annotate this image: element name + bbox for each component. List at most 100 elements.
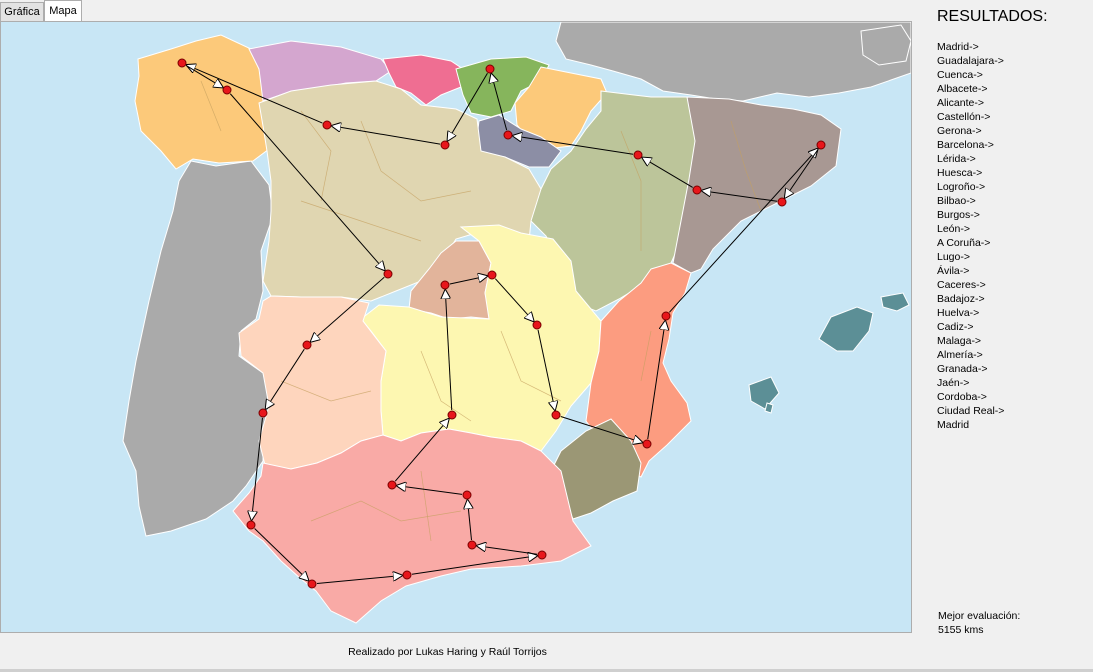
region-baleares xyxy=(818,306,874,352)
route-step: Cordoba-> xyxy=(937,391,987,403)
province-border xyxy=(300,110,332,202)
city-marker-huelva xyxy=(246,520,256,530)
route-arrow xyxy=(449,276,487,285)
map-panel xyxy=(0,21,912,633)
route-arrow xyxy=(254,528,309,580)
city-marker-bilbao xyxy=(485,64,495,74)
province-borders xyxy=(200,80,762,542)
city-marker-ciudadreal xyxy=(447,410,457,420)
route-arrow xyxy=(229,93,384,270)
province-border xyxy=(280,380,372,402)
city-marker-albacete xyxy=(551,410,561,420)
region-andalucia xyxy=(232,428,592,624)
province-border xyxy=(200,80,222,132)
route-step: Caceres-> xyxy=(937,279,986,291)
city-marker-gerona xyxy=(816,140,826,150)
route-step: Logroño-> xyxy=(937,181,986,193)
province-border xyxy=(420,470,432,542)
province-border xyxy=(730,120,762,212)
spain-map xyxy=(1,22,911,632)
city-marker-cordoba xyxy=(387,480,397,490)
results-panel: RESULTADOS: Madrid-> Guadalajara-> Cuenca-… xyxy=(937,8,1087,432)
route-step: Malaga-> xyxy=(937,335,982,347)
city-marker-cuenca xyxy=(532,320,542,330)
route-step: Cuenca-> xyxy=(937,69,983,81)
status-strip xyxy=(0,669,1093,672)
region-pais-vasco xyxy=(455,56,550,118)
route-arrow xyxy=(445,290,453,411)
route-step: Cadiz-> xyxy=(937,321,974,333)
route-step: Gerona-> xyxy=(937,125,982,137)
city-marker-jaen xyxy=(462,490,472,500)
province-border xyxy=(640,330,652,382)
route-step: Castellón-> xyxy=(937,111,991,123)
route-step: Almería-> xyxy=(937,349,983,361)
route-step: Burgos-> xyxy=(937,209,980,221)
route-arrow xyxy=(647,321,666,440)
route-arrow xyxy=(311,276,385,341)
regions-layer xyxy=(1,22,911,632)
route-arrow xyxy=(397,486,463,495)
results-title: RESULTADOS: xyxy=(937,8,1048,25)
best-evaluation-value: 5155 kms xyxy=(938,624,984,636)
city-marker-almeria xyxy=(537,550,547,560)
region-portugal xyxy=(122,160,274,537)
route-arrow xyxy=(702,191,778,202)
province-border xyxy=(360,120,472,202)
route-step: A Coruña-> xyxy=(937,237,991,249)
route-step: Ciudad Real-> xyxy=(937,405,1005,417)
region-baleares xyxy=(748,376,780,410)
city-marker-malaga xyxy=(402,570,412,580)
city-marker-guadalajara xyxy=(487,270,497,280)
region-france xyxy=(860,24,911,66)
route-arrow xyxy=(316,575,402,585)
route-arrow xyxy=(491,74,508,131)
route-step: Huelva-> xyxy=(937,307,980,319)
city-marker-huesca xyxy=(633,150,643,160)
route-step: Granada-> xyxy=(937,363,988,375)
route-arrow xyxy=(513,136,634,155)
route-step: Badajoz-> xyxy=(937,293,985,305)
route-arrow xyxy=(252,417,263,520)
route-arrow xyxy=(494,278,533,322)
route-step: Guadalajara-> xyxy=(937,55,1004,67)
route-step: Madrid xyxy=(937,419,970,431)
route-arrow xyxy=(642,158,693,188)
region-baleares xyxy=(764,402,774,414)
route-step: Madrid-> xyxy=(937,41,979,53)
city-marker-avila xyxy=(383,269,393,279)
tab-grafica[interactable]: Gráfica xyxy=(0,2,44,21)
city-marker-madrid xyxy=(440,280,450,290)
city-marker-badajoz xyxy=(258,408,268,418)
cities-layer xyxy=(177,58,826,589)
region-baleares xyxy=(880,292,910,312)
city-marker-castellon xyxy=(661,311,671,321)
city-marker-caceres xyxy=(302,340,312,350)
province-border xyxy=(420,350,472,422)
tab-bar: Gráfica Mapa xyxy=(0,0,912,22)
route-step: Bilbao-> xyxy=(937,195,976,207)
route-arrow xyxy=(332,126,441,145)
province-border xyxy=(310,500,462,522)
city-marker-granada xyxy=(467,540,477,550)
city-marker-barcelona xyxy=(777,197,787,207)
best-evaluation: Mejor evaluación: 5155 kms xyxy=(938,609,1020,637)
route-arrow xyxy=(411,556,537,575)
city-marker-logrono xyxy=(503,130,513,140)
region-navarra xyxy=(514,66,608,150)
route-arrow xyxy=(668,149,817,313)
region-cantabria xyxy=(382,54,467,106)
city-marker-lerida xyxy=(692,185,702,195)
province-border xyxy=(300,200,422,242)
route-arrow xyxy=(187,65,323,124)
route-step: Barcelona-> xyxy=(937,139,994,151)
province-border xyxy=(620,130,642,251)
route-step: Jaén-> xyxy=(937,377,970,389)
route-arrow xyxy=(560,416,642,443)
route-arrow xyxy=(467,500,471,541)
route-step: Huesca-> xyxy=(937,167,983,179)
route-list: Madrid-> Guadalajara-> Cuenca-> Albacete-> A… xyxy=(937,40,1087,432)
tab-mapa[interactable]: Mapa xyxy=(44,0,82,22)
city-marker-burgos xyxy=(440,140,450,150)
route-arrow xyxy=(477,546,538,555)
